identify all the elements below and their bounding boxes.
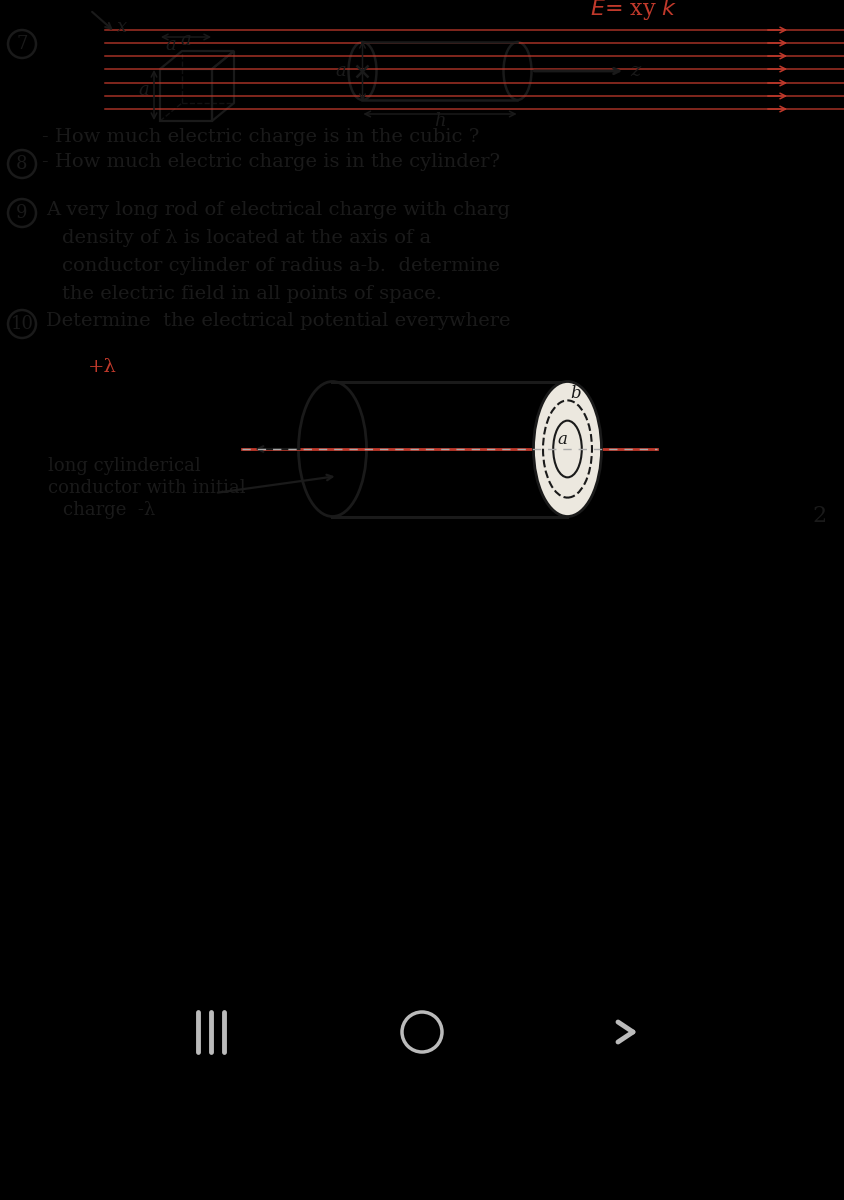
Text: A very long rod of electrical charge with charg: A very long rod of electrical charge wit… <box>46 200 510 218</box>
Text: 2: 2 <box>811 505 825 527</box>
Text: a: a <box>181 31 191 49</box>
Text: 8: 8 <box>16 155 28 173</box>
Text: $\vec{E}$= xy $\hat{k}$: $\vec{E}$= xy $\hat{k}$ <box>589 0 677 23</box>
Text: long cylinderical: long cylinderical <box>48 457 201 475</box>
Text: conductor cylinder of radius a-b.  determine: conductor cylinder of radius a-b. determ… <box>62 257 500 275</box>
Text: a: a <box>165 36 176 54</box>
Text: a: a <box>557 431 566 448</box>
Text: +λ: +λ <box>88 358 116 376</box>
Text: - How much electric charge is in the cubic ?: - How much electric charge is in the cub… <box>42 128 479 146</box>
Text: x: x <box>116 18 127 36</box>
Text: - How much electric charge is in the cylinder?: - How much electric charge is in the cyl… <box>42 152 500 170</box>
Text: a: a <box>138 80 149 98</box>
Text: conductor with initial: conductor with initial <box>48 479 246 497</box>
Text: Determine  the electrical potential everywhere: Determine the electrical potential every… <box>46 312 510 330</box>
Ellipse shape <box>533 382 601 516</box>
Text: the electric field in all points of space.: the electric field in all points of spac… <box>62 284 441 302</box>
Text: 7: 7 <box>16 35 28 53</box>
Text: h: h <box>434 112 446 130</box>
Text: b: b <box>570 385 581 402</box>
Text: density of λ is located at the axis of a: density of λ is located at the axis of a <box>62 229 430 247</box>
Text: 10: 10 <box>10 314 34 332</box>
Text: 9: 9 <box>16 204 28 222</box>
Text: z: z <box>630 62 640 80</box>
Text: charge  -λ: charge -λ <box>63 502 155 518</box>
Text: a: a <box>335 62 345 80</box>
